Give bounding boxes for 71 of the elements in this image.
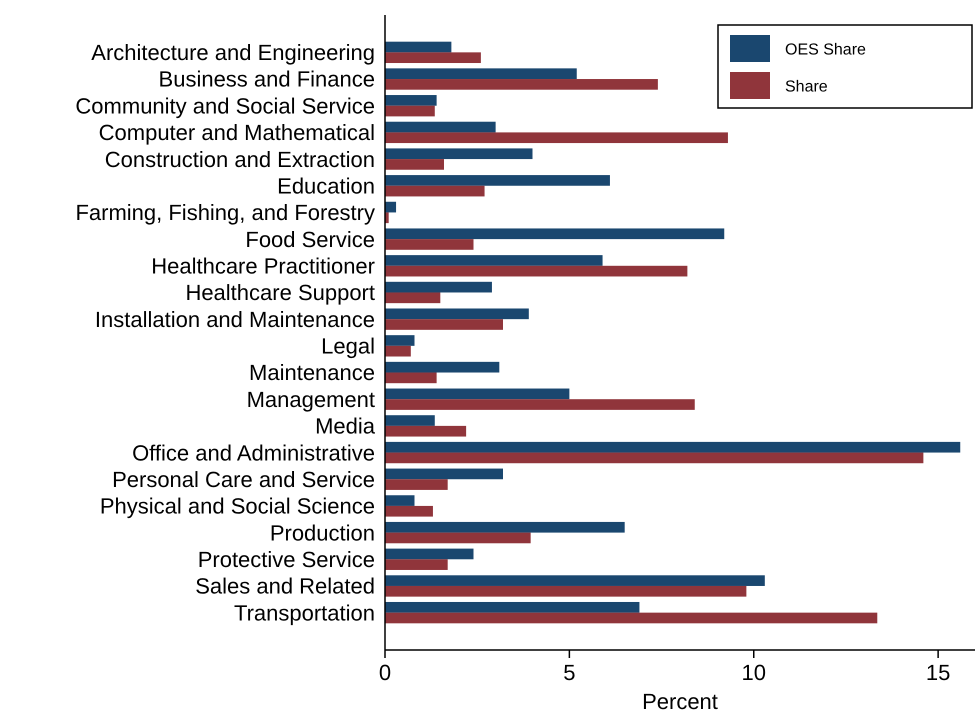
bar <box>385 399 695 410</box>
bar <box>385 159 444 170</box>
y-tick-label: Transportation <box>234 600 375 626</box>
bar <box>385 532 531 544</box>
bar <box>385 42 452 52</box>
bar <box>385 559 448 570</box>
bar <box>385 79 658 90</box>
bar <box>385 612 878 624</box>
bar <box>385 452 924 464</box>
bar <box>385 148 532 160</box>
y-tick-label: Media <box>315 414 376 439</box>
bar <box>385 266 688 276</box>
y-tick-label: Office and Administrative <box>132 440 375 466</box>
bar <box>385 175 610 186</box>
bar <box>385 506 433 517</box>
bar <box>385 95 437 106</box>
y-tick-label: Legal <box>321 334 375 359</box>
bar <box>385 308 529 320</box>
bar <box>385 319 503 330</box>
y-tick-label: Sales and Related <box>195 574 375 599</box>
y-tick-label: Physical and Social Science <box>100 494 375 519</box>
bar <box>385 415 435 426</box>
bar <box>385 602 640 613</box>
y-tick-label: Food Service <box>245 226 375 252</box>
bar <box>385 468 503 480</box>
bar <box>385 426 466 437</box>
bar <box>385 132 728 144</box>
bar <box>385 335 414 346</box>
legend-label: Share <box>785 78 828 96</box>
y-tick-label: Personal Care and Service <box>112 466 375 492</box>
bar <box>385 255 603 266</box>
bar <box>385 522 625 533</box>
y-tick-label: Management <box>246 386 375 412</box>
y-tick-label: Protective Service <box>198 546 375 572</box>
bar <box>385 292 440 304</box>
bar <box>385 186 485 196</box>
y-tick-label: Community and Social Service <box>75 93 375 118</box>
y-tick-label: Healthcare Practitioner <box>151 254 375 278</box>
bar <box>385 575 765 586</box>
y-tick-label: Architecture and Engineering <box>91 40 375 66</box>
y-tick-label: Production <box>270 520 375 546</box>
y-tick-label: Education <box>277 173 375 198</box>
bar <box>385 548 474 560</box>
y-tick-label: Installation and Maintenance <box>94 306 375 332</box>
x-tick-label: 0 <box>378 660 392 685</box>
y-tick-label: Business and Finance <box>158 66 375 92</box>
bar <box>385 52 481 64</box>
bar <box>385 282 492 292</box>
bar <box>385 388 570 400</box>
y-tick-label: Construction and Extraction <box>104 146 375 172</box>
bar <box>385 228 724 240</box>
legend-label: OES Share <box>785 42 866 59</box>
x-axis-title: Percent <box>642 689 718 714</box>
bar <box>385 586 746 597</box>
y-tick-label: Maintenance <box>249 360 375 386</box>
bar <box>385 479 448 490</box>
bar <box>385 68 577 80</box>
bar <box>385 122 496 132</box>
x-tick-label: 5 <box>563 660 576 685</box>
y-tick-label: Healthcare Support <box>185 280 375 306</box>
y-tick-label: Computer and Mathematical <box>98 120 375 146</box>
y-tick-label: Farming, Fishing, and Forestry <box>75 200 375 226</box>
bar <box>385 239 474 250</box>
x-tick-label: 10 <box>742 660 766 685</box>
bar <box>385 362 500 373</box>
bar <box>385 495 414 506</box>
bar <box>385 106 435 116</box>
bar <box>385 346 411 357</box>
bar <box>385 442 960 453</box>
bar <box>385 372 437 384</box>
x-tick-label: 15 <box>926 660 950 685</box>
